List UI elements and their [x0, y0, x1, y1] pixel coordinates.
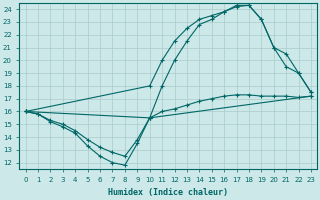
X-axis label: Humidex (Indice chaleur): Humidex (Indice chaleur): [108, 188, 228, 197]
